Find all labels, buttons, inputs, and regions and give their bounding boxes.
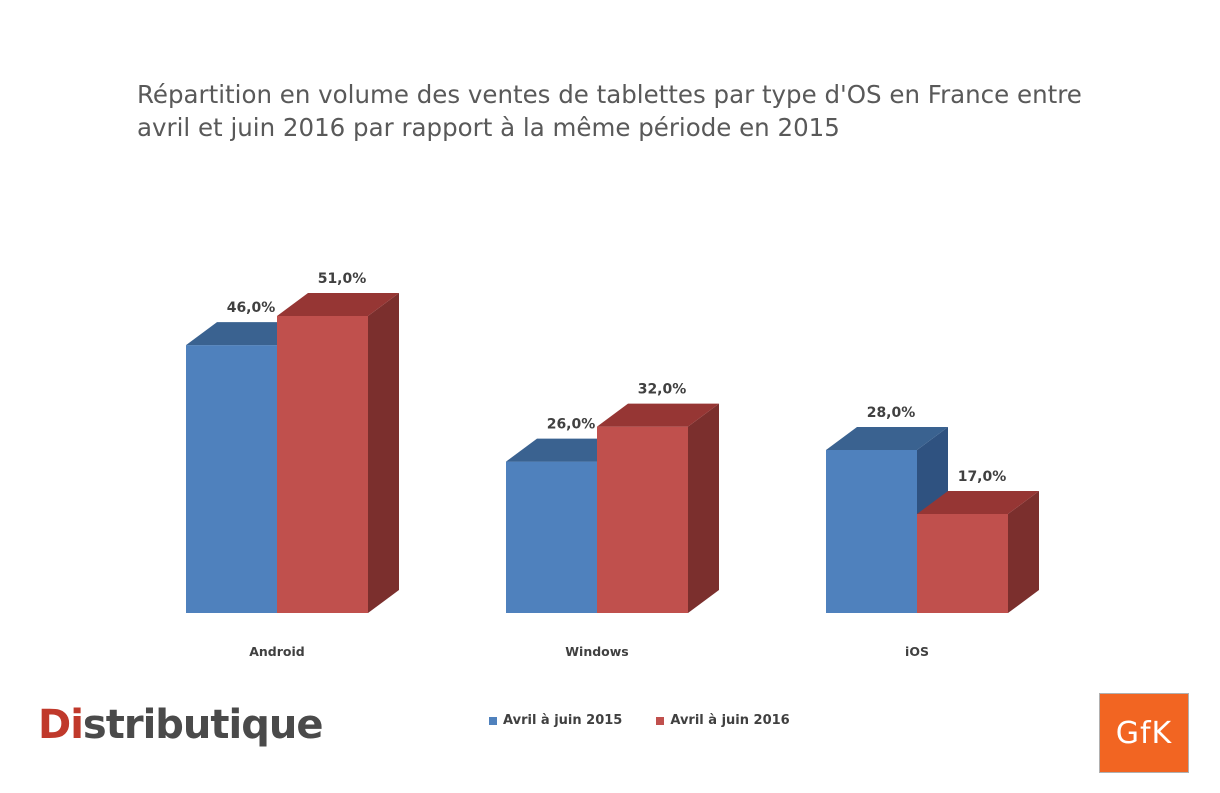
bar-top-ios-1: [917, 491, 1039, 514]
bar-android-series-1: [277, 316, 368, 613]
category-label-ios: iOS: [905, 644, 929, 659]
legend-swatch-2016: [656, 716, 665, 725]
legend-item-2015: Avril à juin 2015: [489, 713, 622, 728]
bar-ios-series-0: [826, 449, 917, 613]
bar-side-windows-1: [688, 403, 719, 613]
bar-top-android-1: [277, 293, 399, 316]
data-label-android-0: 46,0%: [227, 300, 276, 316]
gfk-logo: GfK: [1099, 693, 1189, 773]
data-label-android-1: 51,0%: [318, 271, 367, 287]
bar-ios-series-1: [917, 514, 1008, 613]
legend-swatch-2015: [489, 716, 497, 725]
bar-windows-series-1: [597, 426, 688, 613]
category-label-android: Android: [249, 644, 305, 659]
bar-side-ios-1: [1008, 491, 1039, 613]
bar-android-series-0: [186, 345, 277, 613]
bar-top-windows-1: [597, 403, 719, 427]
legend-item-2016: Avril à juin 2016: [656, 713, 790, 728]
chart-title: Répartition en volume des ventes de tabl…: [137, 80, 1082, 142]
data-label-ios-1: 17,0%: [958, 469, 1007, 485]
bar-side-android-1: [368, 293, 399, 613]
data-label-ios-0: 28,0%: [867, 405, 916, 421]
category-label-windows: Windows: [565, 644, 629, 659]
bar-top-ios-0: [826, 426, 948, 450]
legend-label-2015: Avril à juin 2015: [503, 713, 623, 728]
legend-label-2016: Avril à juin 2016: [670, 713, 790, 728]
data-label-windows-1: 32,0%: [638, 382, 687, 398]
distributique-logo: Distributique: [38, 702, 323, 748]
data-label-windows-0: 26,0%: [547, 417, 596, 433]
chart-legend: Avril à juin 2015 Avril à juin 2016: [489, 713, 790, 728]
bar-windows-series-0: [506, 461, 597, 613]
